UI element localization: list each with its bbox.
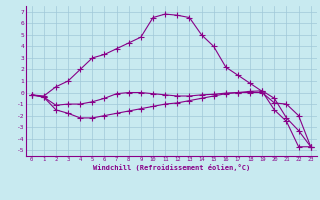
X-axis label: Windchill (Refroidissement éolien,°C): Windchill (Refroidissement éolien,°C)	[92, 164, 250, 171]
